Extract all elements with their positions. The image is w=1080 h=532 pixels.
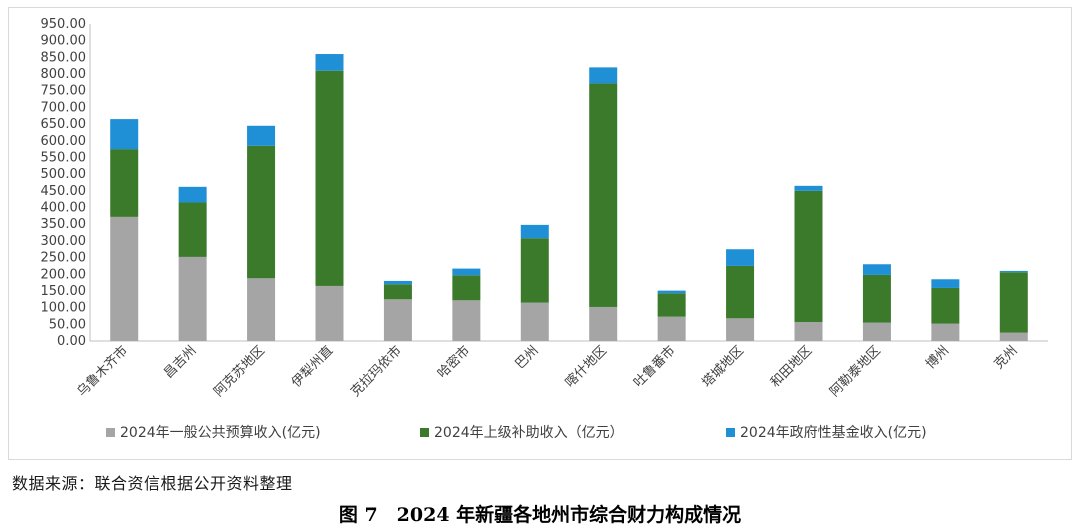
bar-segment-2 (794, 190, 823, 322)
x-category-label: 喀什地区 (562, 343, 610, 391)
bar-segment-3 (726, 249, 755, 266)
data-source-note: 数据来源：联合资信根据公开资料整理 (12, 474, 293, 493)
y-tick-label: 300.00 (41, 234, 87, 249)
bar-segment-3 (999, 270, 1028, 273)
y-tick-label: 50.00 (49, 317, 86, 332)
bar-segment-1 (315, 285, 344, 341)
legend-label: 2024年一般公共预算收入(亿元) (120, 425, 321, 441)
x-category-label: 阿克苏地区 (211, 343, 268, 400)
y-tick-label: 200.00 (41, 267, 87, 282)
bar-segment-3 (247, 125, 276, 146)
bar-segment-3 (931, 279, 960, 288)
bar-segment-1 (726, 318, 755, 341)
bar-segment-3 (383, 280, 412, 285)
x-category-label: 和田地区 (768, 343, 815, 390)
legend-swatch (726, 428, 735, 437)
bar-segment-2 (383, 284, 412, 300)
bar-segment-2 (589, 83, 618, 307)
x-category-label: 克拉玛依市 (347, 343, 404, 400)
y-tick-label: 850.00 (41, 50, 87, 65)
y-tick-label: 150.00 (41, 284, 87, 299)
bar-segment-1 (999, 332, 1028, 341)
bar-segment-1 (110, 216, 139, 341)
y-tick-label: 350.00 (41, 217, 87, 232)
bar-segment-3 (589, 67, 618, 84)
y-tick-label: 550.00 (41, 150, 87, 165)
chart-container: 0.00 50.00 100.00 150.00 200.00 250.00 300.00 3… (8, 7, 1072, 460)
bar-segment-1 (589, 306, 618, 341)
bar-segment-3 (794, 185, 823, 191)
chart-frame (8, 7, 1072, 460)
x-category-label: 巴州 (513, 343, 542, 372)
x-category-label: 塔城地区 (700, 343, 747, 390)
bar-segment-3 (452, 268, 481, 276)
bar-segment-1 (931, 323, 960, 341)
bar-segment-2 (110, 149, 139, 217)
figure-caption: 图 7 2024 年新疆各地州市综合财力构成情况 (338, 504, 742, 526)
bar-segment-3 (110, 119, 139, 150)
bar-segment-2 (178, 202, 207, 257)
bar-segment-2 (452, 275, 481, 301)
x-category-label: 克州 (992, 343, 1021, 372)
y-tick-label: 900.00 (41, 34, 87, 49)
x-category-label: 伊犁州直 (289, 343, 336, 390)
bar-segment-3 (315, 54, 344, 71)
bar-segment-1 (178, 256, 207, 341)
bar-segment-3 (178, 186, 207, 203)
y-tick-label: 650.00 (41, 117, 87, 132)
y-tick-label: 950.00 (41, 17, 87, 32)
y-tick-label: 500.00 (41, 167, 87, 182)
bar-segment-2 (726, 265, 755, 319)
legend-swatch (420, 428, 429, 437)
y-tick-label: 750.00 (41, 84, 87, 99)
bar-segment-1 (862, 322, 891, 341)
y-tick-label: 600.00 (41, 134, 87, 149)
y-tick-label: 0.00 (57, 334, 86, 349)
bar-segment-2 (931, 287, 960, 324)
legend-swatch (106, 428, 115, 437)
y-tick-label: 100.00 (41, 301, 87, 316)
bar-segment-1 (247, 278, 276, 341)
bar-segment-1 (452, 300, 481, 341)
x-category-label: 博州 (923, 343, 952, 372)
legend-label: 2024年上级补助收入（亿元） (434, 425, 624, 441)
x-category-label: 吐鲁番市 (630, 343, 678, 391)
x-category-label: 阿勒泰地区 (827, 343, 884, 400)
x-category-label: 乌鲁木齐市 (74, 343, 131, 400)
y-tick-label: 400.00 (41, 201, 87, 216)
bar-segment-2 (315, 70, 344, 286)
y-tick-label: 250.00 (41, 251, 87, 266)
bar-segment-2 (520, 238, 549, 303)
legend-label: 2024年政府性基金收入(亿元) (740, 424, 927, 441)
bar-segment-3 (520, 224, 549, 239)
bar-segment-1 (520, 302, 549, 341)
bar-segment-1 (794, 321, 823, 341)
bar-segment-2 (999, 272, 1028, 333)
y-tick-label: 450.00 (41, 184, 87, 199)
bar-segment-1 (383, 299, 412, 341)
bar-segment-1 (657, 316, 686, 341)
bar-segment-3 (862, 264, 891, 275)
bar-segment-2 (657, 293, 686, 317)
bar-segment-2 (862, 274, 891, 323)
x-category-label: 哈密市 (434, 343, 473, 382)
y-tick-label: 700.00 (41, 100, 87, 115)
y-tick-label: 800.00 (41, 67, 87, 82)
x-category-label: 昌吉州 (161, 343, 199, 381)
bar-segment-3 (657, 290, 686, 294)
bar-segment-2 (247, 145, 276, 279)
